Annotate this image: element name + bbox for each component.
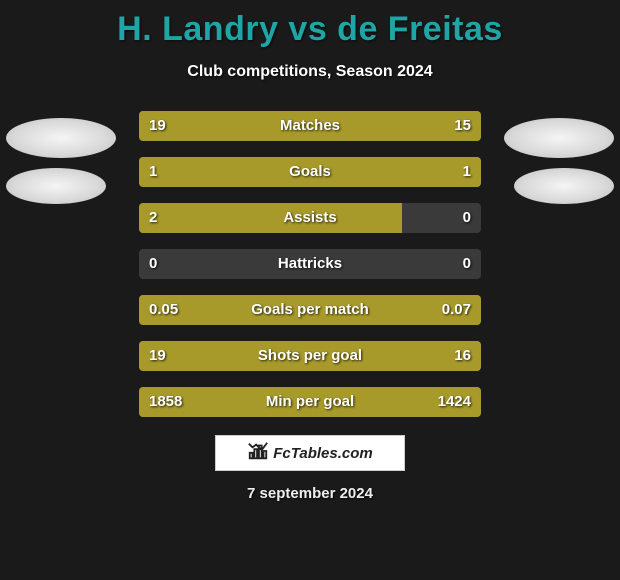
- player-left-avatar-placeholder-2: [6, 168, 106, 204]
- stat-row: 1916Shots per goal: [139, 341, 481, 371]
- stat-row: 20Assists: [139, 203, 481, 233]
- stat-row: 18581424Min per goal: [139, 387, 481, 417]
- footer-brand-text: FcTables.com: [273, 445, 372, 462]
- player-right-avatar-placeholder-1: [504, 118, 614, 158]
- stat-row: 00Hattricks: [139, 249, 481, 279]
- chart-icon: [247, 440, 269, 467]
- stat-row: 0.050.07Goals per match: [139, 295, 481, 325]
- subtitle: Club competitions, Season 2024: [0, 63, 620, 81]
- stat-row: 1915Matches: [139, 111, 481, 141]
- stat-label: Matches: [139, 111, 481, 141]
- stat-label: Goals: [139, 157, 481, 187]
- stats-container: 1915Matches 11Goals 20Assists 00Hattricks 0.…: [139, 111, 481, 417]
- stat-label: Hattricks: [139, 249, 481, 279]
- player-left-avatar-placeholder-1: [6, 118, 116, 158]
- player-right-avatar-placeholder-2: [514, 168, 614, 204]
- stat-label: Min per goal: [139, 387, 481, 417]
- stat-label: Assists: [139, 203, 481, 233]
- footer-brand-badge: FcTables.com: [215, 435, 405, 471]
- stat-label: Shots per goal: [139, 341, 481, 371]
- page-title: H. Landry vs de Freitas: [0, 0, 620, 49]
- stat-label: Goals per match: [139, 295, 481, 325]
- stat-row: 11Goals: [139, 157, 481, 187]
- date-text: 7 september 2024: [0, 485, 620, 502]
